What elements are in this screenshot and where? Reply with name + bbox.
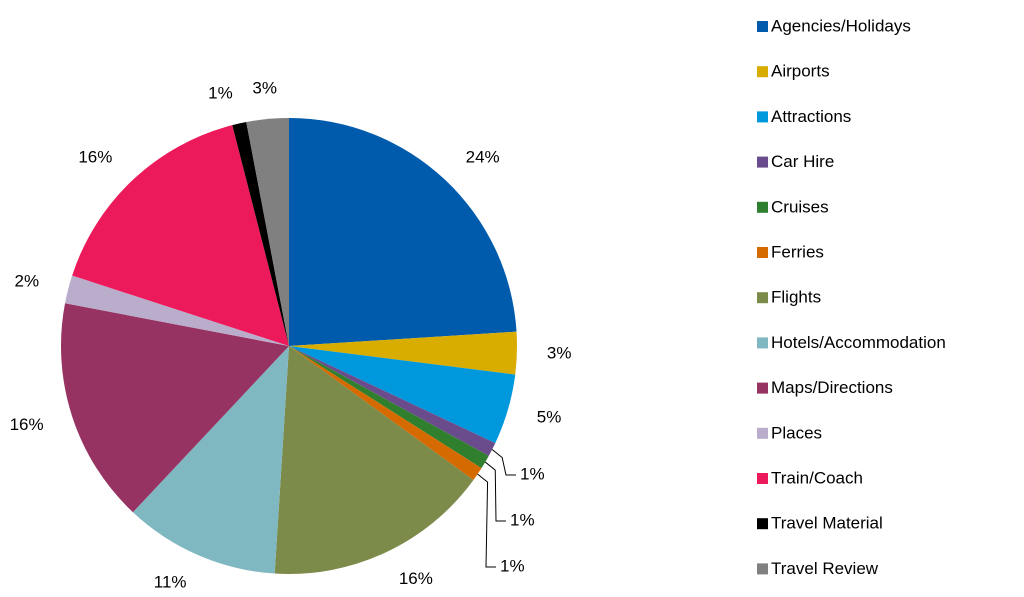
data-label: 2% [15, 271, 40, 290]
data-label: 16% [78, 147, 112, 166]
legend-label: Train/Coach [771, 468, 863, 487]
legend-label: Ferries [771, 242, 824, 261]
pie-slice [289, 346, 516, 444]
leader-line [491, 449, 516, 476]
pie-slice [132, 346, 289, 574]
pie-slice [289, 346, 489, 469]
data-label: 24% [466, 147, 500, 166]
data-label: 3% [252, 79, 277, 98]
pie-slice [289, 346, 496, 456]
data-label: 1% [520, 464, 545, 483]
pie-slice [289, 118, 517, 346]
data-label: 16% [399, 569, 433, 588]
legend-swatch [757, 563, 768, 575]
leader-line [484, 461, 506, 522]
data-label: 3% [547, 344, 572, 363]
pie-slice [65, 275, 289, 346]
legend-swatch [757, 21, 768, 32]
legend-swatch [757, 337, 768, 349]
legend-label: Airports [771, 62, 830, 81]
legend-swatch [757, 518, 768, 530]
data-label: 16% [10, 415, 44, 434]
pie-slice [289, 331, 518, 375]
data-label: 1% [208, 84, 233, 103]
data-label: 1% [510, 510, 535, 529]
legend-swatch [757, 111, 768, 123]
legend-label: Attractions [771, 107, 851, 126]
legend-swatch [757, 473, 768, 484]
leader-line [477, 473, 496, 568]
legend-swatch [757, 156, 768, 168]
legend-swatch [757, 66, 768, 78]
pie-slice [274, 346, 474, 574]
legend-swatch [757, 427, 768, 439]
data-label: 5% [537, 407, 562, 426]
legend-label: Travel Review [771, 559, 879, 578]
pie-slice [72, 125, 289, 346]
data-label: 11% [154, 572, 187, 591]
pie-slice [232, 122, 289, 346]
legend-swatch [757, 382, 768, 394]
legend-label: Hotels/Accommodation [771, 333, 946, 352]
legend-label: Flights [771, 288, 821, 307]
legend-label: Car Hire [771, 152, 834, 171]
legend-swatch [757, 292, 768, 304]
legend-swatch [757, 247, 768, 258]
legend-label: Travel Material [771, 514, 883, 533]
legend-label: Maps/Directions [771, 378, 893, 397]
legend-swatch [757, 201, 768, 213]
data-label: 1% [500, 556, 525, 575]
pie-slice [289, 346, 482, 481]
legend-label: Agencies/Holidays [771, 16, 911, 35]
pie-slice [60, 303, 289, 513]
legend-label: Cruises [771, 197, 829, 216]
pie-slice [246, 118, 289, 346]
legend-label: Places [771, 423, 822, 442]
